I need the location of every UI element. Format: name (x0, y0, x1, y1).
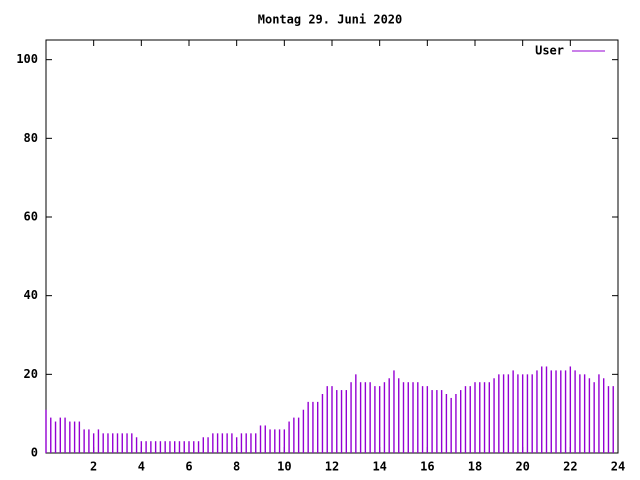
x-tick-label: 10 (277, 460, 291, 474)
legend-label: User (535, 44, 564, 58)
chart-title: Montag 29. Juni 2020 (258, 13, 403, 27)
y-tick-label: 80 (24, 131, 38, 145)
x-tick-label: 6 (185, 460, 192, 474)
x-tick-label: 22 (563, 460, 577, 474)
y-tick-label: 40 (24, 288, 38, 302)
y-tick-label: 100 (16, 52, 38, 66)
x-tick-label: 16 (420, 460, 434, 474)
x-tick-label: 12 (325, 460, 339, 474)
y-tick-label: 20 (24, 367, 38, 381)
x-tick-label: 18 (468, 460, 482, 474)
x-tick-label: 20 (515, 460, 529, 474)
x-tick-label: 2 (90, 460, 97, 474)
x-tick-label: 8 (233, 460, 240, 474)
x-tick-label: 14 (372, 460, 386, 474)
x-tick-label: 4 (138, 460, 145, 474)
y-tick-label: 0 (31, 446, 38, 460)
x-tick-label: 24 (611, 460, 625, 474)
y-tick-label: 60 (24, 210, 38, 224)
